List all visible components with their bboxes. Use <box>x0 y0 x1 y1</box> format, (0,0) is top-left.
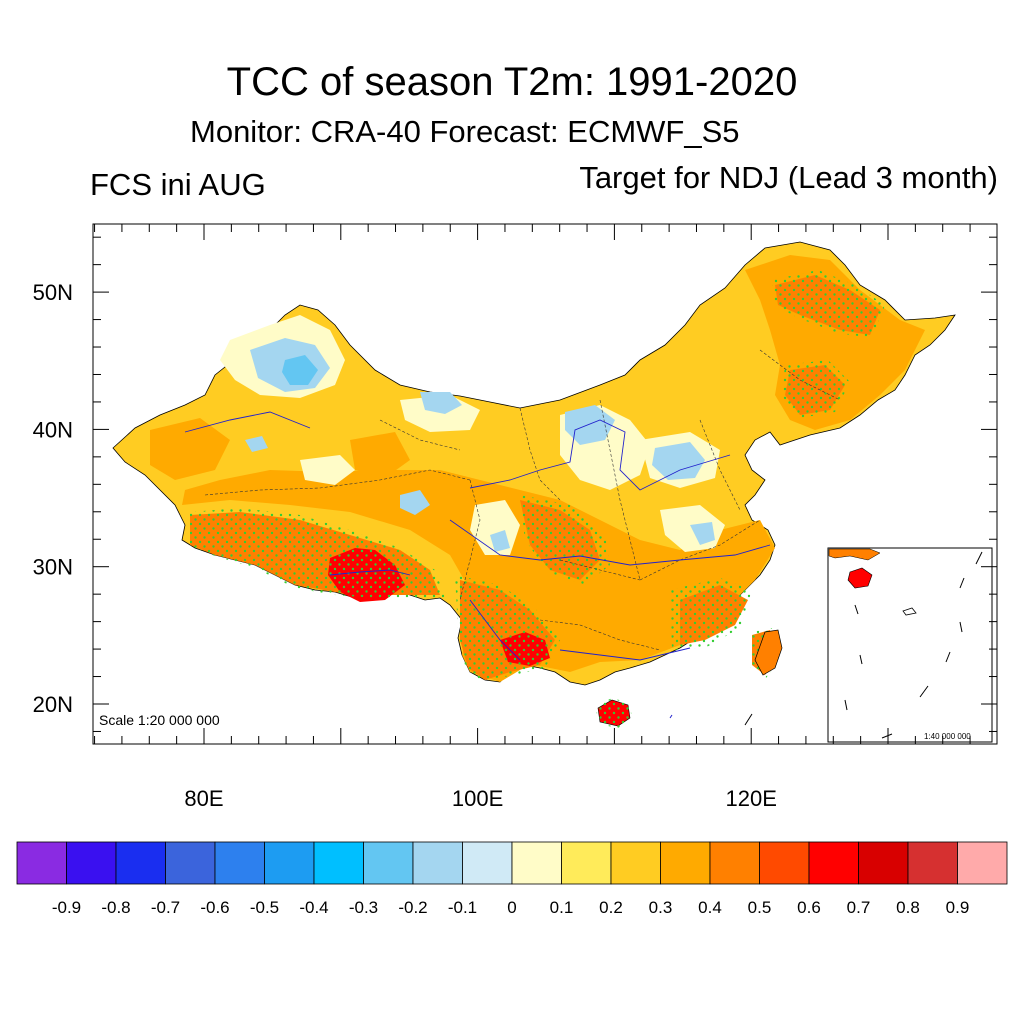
colorbar-label: 0.2 <box>599 898 623 917</box>
colorbar-swatch <box>907 841 958 885</box>
lon-tick-label: 80E <box>184 786 223 811</box>
colorbar-swatch <box>363 841 414 885</box>
colorbar-label: 0.3 <box>649 898 673 917</box>
colorbar-swatch <box>759 841 810 885</box>
map-subtitle: Monitor: CRA-40 Forecast: ECMWF_S5 <box>190 114 740 149</box>
colorbar-label: -0.4 <box>299 898 328 917</box>
colorbar-swatch <box>808 841 859 885</box>
inset-scale: 1:40 000 000 <box>924 732 971 741</box>
significance-stippling <box>190 270 885 728</box>
colorbar-swatch <box>165 841 216 885</box>
colorbar-swatch <box>313 841 364 885</box>
lat-tick-label: 40N <box>33 417 73 442</box>
colorbar-labels: -0.9 -0.8 -0.7 -0.6 -0.5 -0.4 -0.3 -0.2 -0.1 0 0.1… <box>52 898 969 917</box>
colorbar-swatch <box>561 841 612 885</box>
colorbar-swatch <box>709 841 760 885</box>
province-boundaries <box>204 349 841 651</box>
colorbar-label: 0.7 <box>847 898 871 917</box>
lon-axis: 80E 100E 120E <box>94 224 971 811</box>
colorbar-swatch <box>264 841 315 885</box>
init-label: FCS ini AUG <box>90 167 266 202</box>
colorbar-swatch <box>610 841 661 885</box>
colorbar-swatch <box>957 841 1008 885</box>
colorbar-label: -0.2 <box>398 898 427 917</box>
colorbar-swatch <box>462 841 513 885</box>
lon-tick-label: 120E <box>726 786 777 811</box>
map-field <box>112 241 956 728</box>
map-title: TCC of season T2m: 1991-2020 <box>226 60 798 104</box>
colorbar-label: -0.8 <box>101 898 130 917</box>
taiwan <box>754 629 783 676</box>
lon-tick-label: 100E <box>452 786 503 811</box>
lat-tick-label: 50N <box>33 280 73 305</box>
colorbar-swatch <box>66 841 117 885</box>
colorbar <box>16 841 1008 885</box>
lat-tick-label: 20N <box>33 692 73 717</box>
colorbar-swatch <box>858 841 909 885</box>
colorbar-label: 0.8 <box>896 898 920 917</box>
colorbar-label: 0.5 <box>748 898 772 917</box>
colorbar-label: 0.4 <box>698 898 722 917</box>
colorbar-label: -0.3 <box>349 898 378 917</box>
colorbar-swatch <box>115 841 166 885</box>
target-label: Target for NDJ (Lead 3 month) <box>579 160 998 195</box>
tcc-zone-neg-0.2 <box>282 355 318 385</box>
colorbar-swatch <box>660 841 711 885</box>
rivers <box>184 411 771 661</box>
colorbar-label: 0.1 <box>550 898 574 917</box>
inset-map: 1:40 000 000 <box>827 547 993 743</box>
lat-axis: 20N 30N 40N 50N <box>33 236 997 732</box>
colorbar-swatch <box>214 841 265 885</box>
colorbar-swatch <box>16 841 67 885</box>
colorbar-swatch <box>511 841 562 885</box>
scale-text: Scale 1:20 000 000 <box>99 712 220 728</box>
island-mark <box>669 714 673 719</box>
colorbar-label: -0.1 <box>448 898 477 917</box>
colorbar-label: 0 <box>507 898 516 917</box>
island-mark <box>744 713 753 726</box>
colorbar-label: -0.6 <box>200 898 229 917</box>
colorbar-label: -0.5 <box>250 898 279 917</box>
colorbar-label: 0.6 <box>797 898 821 917</box>
colorbar-label: -0.9 <box>52 898 81 917</box>
colorbar-swatch <box>412 841 463 885</box>
colorbar-label: -0.7 <box>151 898 180 917</box>
lat-tick-label: 30N <box>33 555 73 580</box>
colorbar-label: 0.9 <box>946 898 970 917</box>
